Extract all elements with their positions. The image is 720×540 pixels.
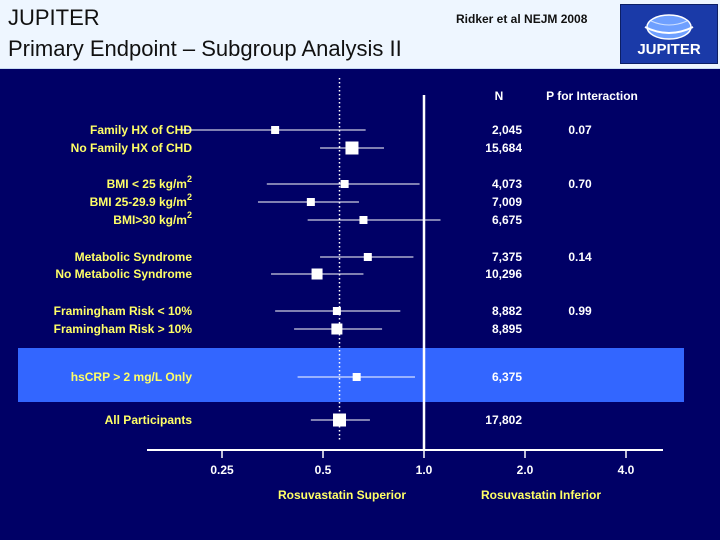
x-tick-label: 0.5 — [315, 463, 332, 477]
hr-marker — [333, 413, 347, 427]
n-value: 7,009 — [492, 195, 522, 209]
p-interaction-header: P for Interaction — [546, 89, 638, 103]
slide-header: JUPITER Primary Endpoint – Subgroup Anal… — [0, 0, 720, 69]
subgroup-label: Framingham Risk < 10% — [54, 304, 193, 318]
n-value: 2,045 — [492, 123, 522, 137]
subgroup-label: No Metabolic Syndrome — [55, 267, 192, 281]
x-tick-label: 4.0 — [618, 463, 635, 477]
n-value: 17,802 — [485, 413, 522, 427]
hr-marker — [363, 253, 372, 261]
superscript: 2 — [187, 210, 192, 220]
n-value: 8,882 — [492, 304, 522, 318]
subgroup-label: No Family HX of CHD — [71, 141, 193, 155]
subgroup-label: Framingham Risk > 10% — [54, 322, 193, 336]
p-value: 0.14 — [568, 250, 592, 264]
n-value: 10,296 — [485, 267, 522, 281]
hr-marker — [352, 373, 361, 381]
subgroup-label: BMI 25-29.9 kg/m2 — [90, 192, 192, 209]
subgroup-label: hsCRP > 2 mg/L Only — [71, 370, 193, 384]
p-value: 0.99 — [568, 304, 592, 318]
subgroup-label: BMI < 25 kg/m2 — [107, 174, 192, 191]
p-value: 0.07 — [568, 123, 592, 137]
subgroup-label: Family HX of CHD — [90, 123, 192, 137]
subgroup-label: All Participants — [105, 413, 193, 427]
hr-marker — [331, 323, 343, 335]
hr-marker — [271, 126, 280, 134]
logo-text: JUPITER — [637, 41, 701, 58]
direction-label-inferior: Rosuvastatin Inferior — [481, 488, 601, 502]
superscript: 2 — [187, 174, 192, 184]
hr-marker — [332, 307, 341, 315]
p-value: 0.70 — [568, 177, 592, 191]
hr-marker — [306, 198, 315, 206]
n-value: 8,895 — [492, 322, 522, 336]
subgroup-label: BMI>30 kg/m2 — [113, 210, 192, 227]
n-value: 7,375 — [492, 250, 522, 264]
n-column-header: N — [495, 89, 504, 103]
direction-label-superior: Rosuvastatin Superior — [278, 488, 406, 502]
n-value: 6,375 — [492, 370, 522, 384]
slide-title: JUPITER — [8, 5, 100, 30]
x-tick-label: 0.25 — [210, 463, 234, 477]
slide-subtitle: Primary Endpoint – Subgroup Analysis II — [8, 36, 402, 61]
hr-marker — [311, 268, 323, 280]
hr-marker — [345, 141, 359, 155]
subgroup-label: Metabolic Syndrome — [75, 250, 193, 264]
n-value: 4,073 — [492, 177, 522, 191]
n-value: 15,684 — [485, 141, 522, 155]
hr-marker — [340, 180, 349, 188]
superscript: 2 — [187, 192, 192, 202]
hr-marker — [359, 216, 368, 224]
jupiter-logo: JUPITER — [620, 4, 718, 64]
n-value: 6,675 — [492, 213, 522, 227]
highlight-band — [18, 348, 684, 402]
x-tick-label: 2.0 — [517, 463, 534, 477]
citation-text: Ridker et al NEJM 2008 — [456, 12, 588, 26]
x-tick-label: 1.0 — [416, 463, 433, 477]
